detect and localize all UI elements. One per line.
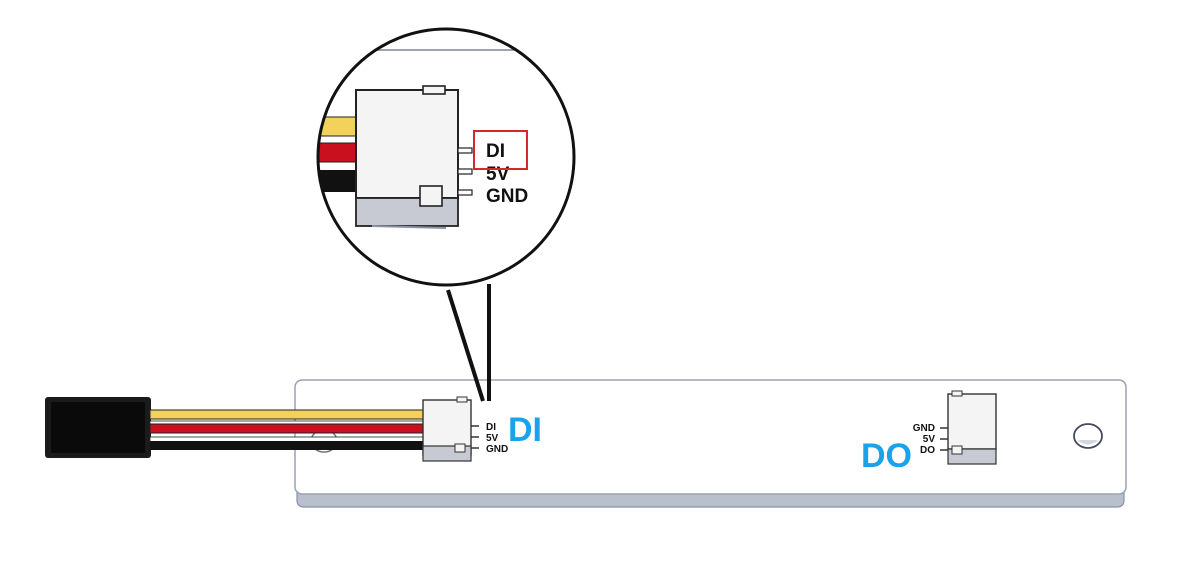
mount-hole-icon xyxy=(310,423,1103,453)
led-strip-board xyxy=(294,379,1127,508)
input-connector xyxy=(422,396,479,462)
input-pin-label: 5V xyxy=(486,433,499,444)
output-connector xyxy=(940,390,997,465)
output-pin-label: 5V xyxy=(923,434,936,445)
zoom-pin-label: 5V xyxy=(486,164,510,185)
input-pin-label: DI xyxy=(486,422,496,433)
zoom-pin-label: DI xyxy=(486,141,505,162)
output-pin-label: DO xyxy=(920,445,935,456)
output-pin-label: GND xyxy=(913,423,935,434)
input-pin-labels: DI 5V GND xyxy=(486,422,508,455)
output-big-label: DO xyxy=(861,437,912,475)
cable xyxy=(149,409,425,450)
input-pin-label: GND xyxy=(486,444,508,455)
plug-icon xyxy=(45,397,151,458)
callout-lines xyxy=(446,284,491,402)
input-big-label: DI xyxy=(508,411,542,449)
zoom-pin-label: GND xyxy=(486,186,528,207)
magnifier-circle: DI 5V GND xyxy=(316,27,576,287)
zoom-content: DI 5V GND xyxy=(318,49,574,229)
highlight-box xyxy=(473,130,528,170)
output-pin-labels: GND 5V DO xyxy=(913,423,936,456)
